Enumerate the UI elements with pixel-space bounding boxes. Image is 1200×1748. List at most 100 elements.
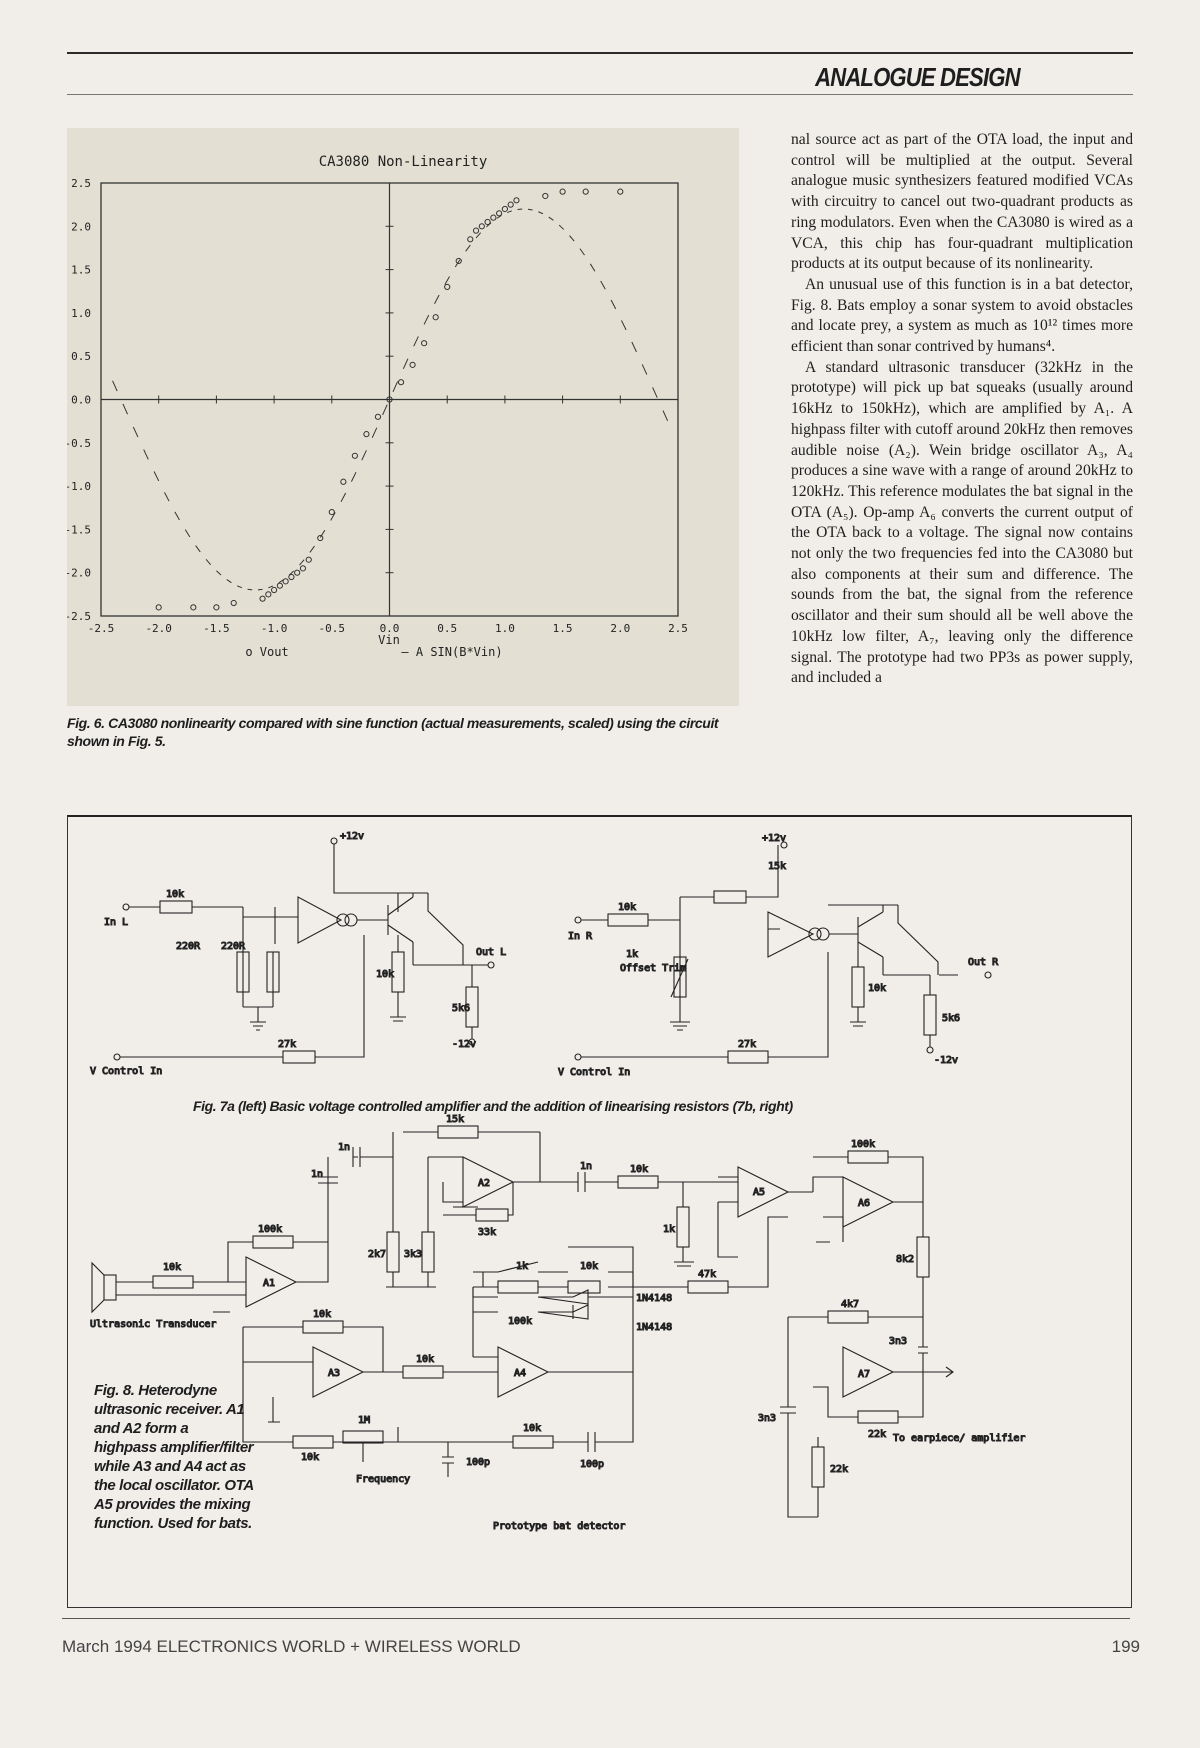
- nonlinearity-chart: CA3080 Non-Linearity 2.5 2.0 1.5 1.0 0.5 0.0 -…: [65, 154, 688, 659]
- vout-data-point: [617, 188, 624, 195]
- fig7-caption: Fig. 7a (left) Basic voltage controlled …: [193, 1098, 793, 1114]
- sine-curve-segment: [465, 244, 471, 252]
- sine-curve-segment: [226, 579, 232, 584]
- x-tick-label: -0.5: [319, 622, 346, 635]
- y-tick-label: -2.5: [67, 610, 91, 623]
- sine-curve-segment: [205, 558, 212, 566]
- fig7b-neg: -12v: [934, 1055, 958, 1066]
- sine-curve-segment: [382, 404, 388, 416]
- x-tick-label: 2.5: [668, 622, 688, 635]
- vout-data-point: [559, 188, 566, 195]
- fig7a-neg: -12v: [452, 1039, 476, 1050]
- y-tick-label: 1.5: [71, 264, 91, 277]
- sine-curve-segment: [579, 248, 585, 256]
- vout-data-point: [374, 413, 382, 420]
- legend-sine: — A SIN(B*Vin): [401, 645, 502, 659]
- vout-data-point: [299, 565, 307, 572]
- fig7b-trim: 1k: [626, 949, 638, 960]
- vout-data-point: [294, 569, 301, 576]
- sine-curve-segment: [195, 545, 201, 553]
- sine-curve-segment: [444, 276, 450, 285]
- vout-data-point: [478, 223, 485, 230]
- sine-curve-segment: [558, 224, 565, 230]
- fig8-c100p-b: 100p: [580, 1459, 604, 1470]
- sine-curve-segment: [361, 450, 367, 461]
- fig8-c3n3-a: 3n3: [889, 1336, 907, 1347]
- fig8-a4: A4: [514, 1368, 526, 1379]
- vout-data-point: [409, 361, 416, 368]
- fig8-frequency: Frequency: [356, 1474, 410, 1485]
- sine-curve-segment: [350, 471, 357, 482]
- fig8-c1n-b: 1n: [311, 1169, 323, 1180]
- fig7b-schematic: [574, 841, 992, 1064]
- fig7a-input: In L: [104, 917, 128, 928]
- sine-curve-segment: [268, 585, 274, 589]
- fig7b-remit: 5k6: [942, 1013, 960, 1024]
- fig8-a3: A3: [328, 1368, 340, 1379]
- x-tick-label: 2.0: [610, 622, 630, 635]
- y-tick-label: -1.0: [67, 480, 91, 493]
- fig8-c3n3-b: 3n3: [758, 1413, 776, 1424]
- fig8-r22k-a: 22k: [868, 1429, 886, 1440]
- sine-curve-segment: [236, 585, 242, 589]
- fig7a-control: V Control In: [90, 1066, 162, 1077]
- sine-curve-segment: [174, 511, 180, 521]
- fig7a-rload: 10k: [376, 969, 394, 980]
- fig8-r1k-a5: 1k: [663, 1224, 675, 1235]
- vout-data-point: [455, 257, 462, 265]
- sine-curve-segment: [122, 403, 128, 415]
- y-tick-label: 0.5: [71, 350, 91, 363]
- fig8-d2: 1N4148: [636, 1322, 672, 1333]
- fig8-r10k-d: 10k: [580, 1261, 598, 1272]
- vout-data-point: [351, 452, 358, 459]
- fig8-r10k-bot2: 10k: [523, 1423, 541, 1434]
- sine-curve-segment: [164, 492, 170, 502]
- x-tick-label: 0.5: [437, 622, 457, 635]
- vout-data-point: [271, 586, 278, 594]
- bottom-rule: [62, 1618, 1130, 1619]
- fig8-r4k7: 4k7: [841, 1299, 859, 1310]
- fig8-r10k-a3: 10k: [313, 1309, 331, 1320]
- fig8-r10k-a5: 10k: [630, 1164, 648, 1175]
- fig7b-supply: +12v: [762, 833, 786, 844]
- vout-data-point: [397, 379, 405, 386]
- sine-curve-segment: [423, 314, 430, 325]
- fig8-title: Prototype bat detector: [493, 1521, 625, 1532]
- fig8-r10k-bot: 10k: [301, 1452, 319, 1463]
- fig7a-remit: 5k6: [452, 1003, 470, 1014]
- x-tick-label: -2.5: [88, 622, 115, 635]
- fig8-output: To earpiece/ amplifier: [893, 1433, 1025, 1444]
- journal-footer: March 1994 ELECTRONICS WORLD + WIRELESS …: [62, 1637, 521, 1656]
- sine-curve-segment: [538, 211, 544, 215]
- legend-vout: o Vout: [245, 645, 288, 659]
- sine-curve-segment: [402, 358, 409, 369]
- sine-curve-segment: [143, 449, 149, 460]
- fig8-r100k-a6: 100k: [851, 1139, 875, 1150]
- sine-curve-segment: [641, 364, 648, 375]
- fig8-c100p-a: 100p: [466, 1457, 490, 1468]
- sine-curve-segment: [371, 427, 378, 439]
- fig8-a6: A6: [858, 1198, 870, 1209]
- x-tick-label: -1.0: [261, 622, 288, 635]
- fig8-r15k: 15k: [446, 1114, 464, 1125]
- sine-curve-segment: [621, 320, 627, 331]
- x-tick-label: -2.0: [145, 622, 172, 635]
- fig8-r3k3: 3k3: [404, 1249, 422, 1260]
- fig8-r47k: 47k: [698, 1269, 716, 1280]
- sine-curve-segment: [475, 232, 482, 239]
- fig8-r1m: 1M: [358, 1415, 370, 1426]
- vout-data-point: [444, 283, 451, 291]
- page-number: 199: [1111, 1637, 1140, 1656]
- vout-data-point: [507, 201, 514, 208]
- sine-curve-segment: [631, 341, 637, 353]
- y-tick-label: 2.5: [71, 177, 91, 190]
- y-tick-label: -2.0: [67, 567, 91, 580]
- paragraph-1: nal source act as part of the OTA load, …: [791, 131, 1133, 273]
- fig8-a5: A5: [753, 1187, 765, 1198]
- sine-curve-segment: [319, 529, 326, 538]
- fig8-r1k-trim: 1k: [516, 1261, 528, 1272]
- sine-curve-segment: [340, 492, 347, 503]
- fig7b-input: In R: [568, 931, 593, 942]
- fig7a-rctrl: 27k: [278, 1039, 296, 1050]
- vout-data-point: [230, 599, 237, 607]
